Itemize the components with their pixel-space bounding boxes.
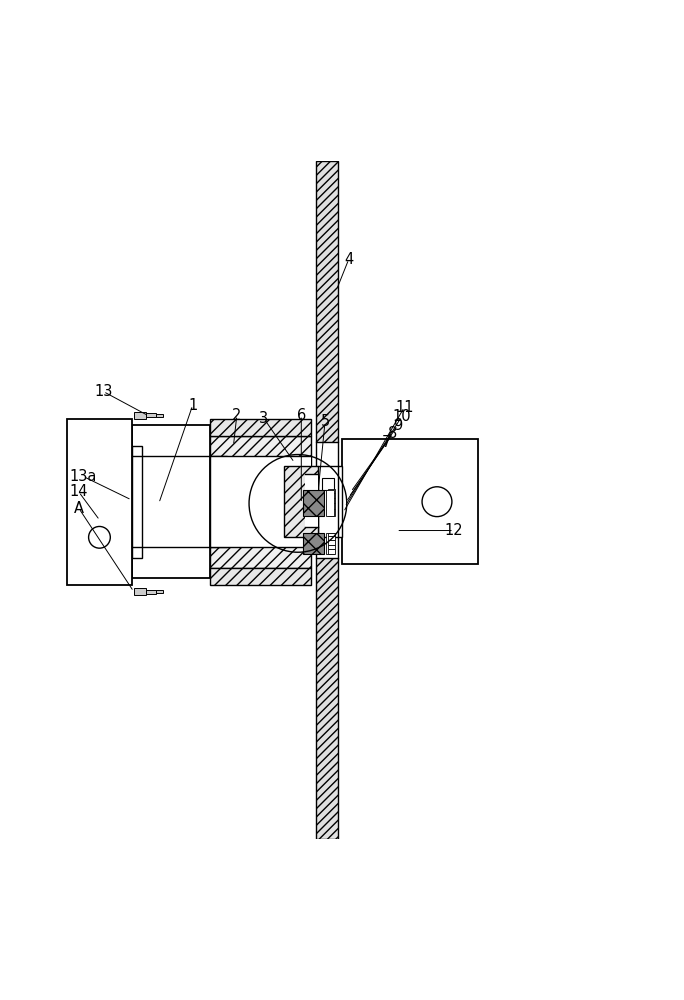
Bar bbox=[328, 533, 335, 536]
Bar bbox=[318, 466, 342, 537]
Polygon shape bbox=[210, 568, 311, 585]
Text: 13: 13 bbox=[94, 384, 112, 399]
Text: 3: 3 bbox=[259, 411, 269, 426]
Bar bbox=[328, 509, 335, 516]
Text: 8: 8 bbox=[389, 426, 397, 441]
Text: 5: 5 bbox=[320, 414, 330, 429]
Text: 10: 10 bbox=[393, 409, 411, 424]
Text: 7: 7 bbox=[382, 435, 391, 450]
Text: 14: 14 bbox=[70, 484, 88, 499]
Text: 1: 1 bbox=[188, 398, 198, 413]
Polygon shape bbox=[316, 558, 338, 839]
Bar bbox=[328, 540, 335, 545]
Bar bbox=[342, 439, 477, 564]
Bar bbox=[133, 412, 146, 419]
Bar bbox=[156, 414, 163, 417]
Bar bbox=[156, 590, 163, 593]
Bar bbox=[146, 413, 156, 417]
Polygon shape bbox=[316, 161, 338, 442]
Bar bbox=[210, 456, 311, 547]
Bar bbox=[326, 490, 334, 516]
Bar bbox=[328, 536, 335, 540]
Bar bbox=[132, 446, 142, 558]
Bar bbox=[328, 545, 335, 549]
Bar bbox=[328, 503, 335, 509]
Text: A: A bbox=[74, 501, 83, 516]
Text: 6: 6 bbox=[297, 408, 306, 423]
Bar bbox=[67, 419, 132, 585]
Bar bbox=[328, 498, 335, 503]
Text: 2: 2 bbox=[232, 408, 241, 423]
Circle shape bbox=[89, 526, 110, 548]
Bar bbox=[328, 493, 335, 498]
Bar bbox=[133, 588, 146, 595]
Bar bbox=[326, 533, 334, 554]
Bar bbox=[303, 533, 324, 554]
Text: 9: 9 bbox=[393, 418, 402, 433]
Text: 4: 4 bbox=[344, 252, 354, 267]
Polygon shape bbox=[210, 436, 311, 568]
Bar bbox=[132, 425, 210, 578]
Circle shape bbox=[422, 487, 452, 517]
Text: 13a: 13a bbox=[69, 469, 96, 484]
Polygon shape bbox=[210, 419, 311, 436]
Bar bbox=[146, 590, 156, 594]
Bar bbox=[210, 456, 226, 547]
Polygon shape bbox=[285, 466, 318, 537]
Bar bbox=[328, 489, 335, 493]
Bar bbox=[305, 474, 318, 527]
Bar bbox=[328, 549, 335, 554]
Text: 12: 12 bbox=[445, 523, 463, 538]
Bar bbox=[321, 478, 334, 490]
Bar bbox=[303, 490, 324, 516]
Text: 11: 11 bbox=[395, 400, 414, 415]
